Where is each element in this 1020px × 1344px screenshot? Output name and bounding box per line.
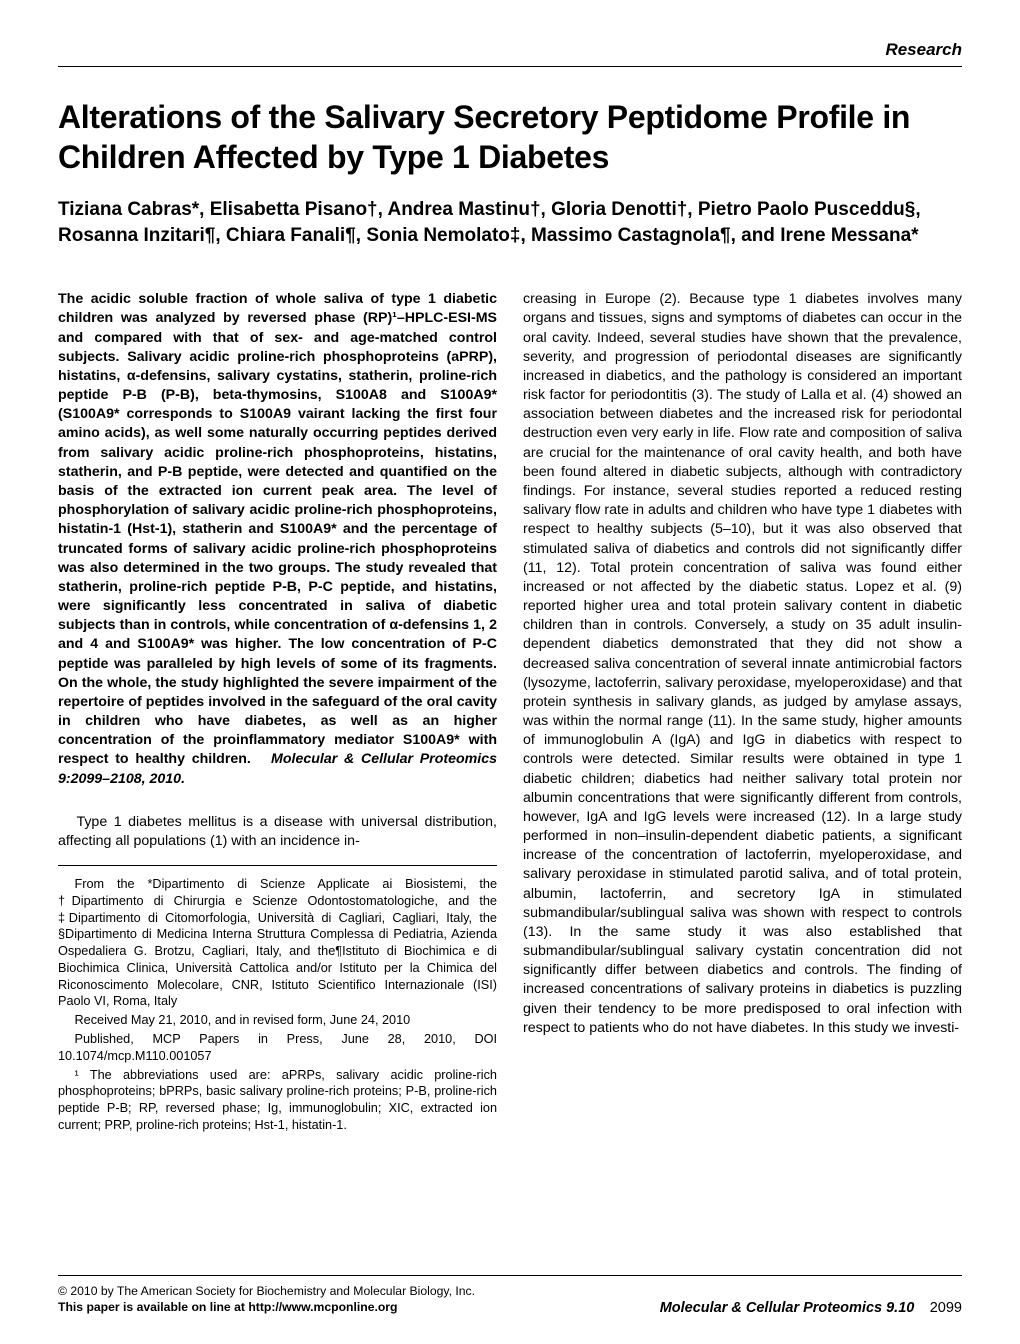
page: Research Alterations of the Salivary Sec… xyxy=(0,0,1020,1344)
affiliations: From the *Dipartimento di Scienze Applic… xyxy=(58,876,497,1010)
published-info: Published, MCP Papers in Press, June 28,… xyxy=(58,1031,497,1065)
section-header: Research xyxy=(58,40,962,67)
received-date: Received May 21, 2010, and in revised fo… xyxy=(58,1012,497,1029)
abbreviations: ¹ The abbreviations used are: aPRPs, sal… xyxy=(58,1067,497,1134)
author-list: Tiziana Cabras*, Elisabetta Pisano†, And… xyxy=(58,197,962,248)
page-number: 2099 xyxy=(930,1300,962,1316)
two-column-body: The acidic soluble fraction of whole sal… xyxy=(58,290,962,1135)
copyright: © 2010 by The American Society for Bioch… xyxy=(58,1284,475,1300)
intro-paragraph: Type 1 diabetes mellitus is a disease wi… xyxy=(58,813,497,851)
abstract: The acidic soluble fraction of whole sal… xyxy=(58,290,497,788)
affiliations-block: From the *Dipartimento di Scienze Applic… xyxy=(58,865,497,1133)
article-title: Alterations of the Salivary Secretory Pe… xyxy=(58,97,962,177)
section-label: Research xyxy=(885,40,962,59)
footer-right: Molecular & Cellular Proteomics 9.10 209… xyxy=(660,1300,962,1316)
body-text: creasing in Europe (2). Because type 1 d… xyxy=(523,290,962,1038)
right-column: creasing in Europe (2). Because type 1 d… xyxy=(523,290,962,1135)
journal-name: Molecular & Cellular Proteomics 9.10 xyxy=(660,1300,915,1316)
left-column: The acidic soluble fraction of whole sal… xyxy=(58,290,497,1135)
footer-left: © 2010 by The American Society for Bioch… xyxy=(58,1284,475,1316)
abstract-body: The acidic soluble fraction of whole sal… xyxy=(58,291,497,767)
page-footer: © 2010 by The American Society for Bioch… xyxy=(58,1275,962,1316)
online-note: This paper is available on line at http:… xyxy=(58,1300,475,1316)
